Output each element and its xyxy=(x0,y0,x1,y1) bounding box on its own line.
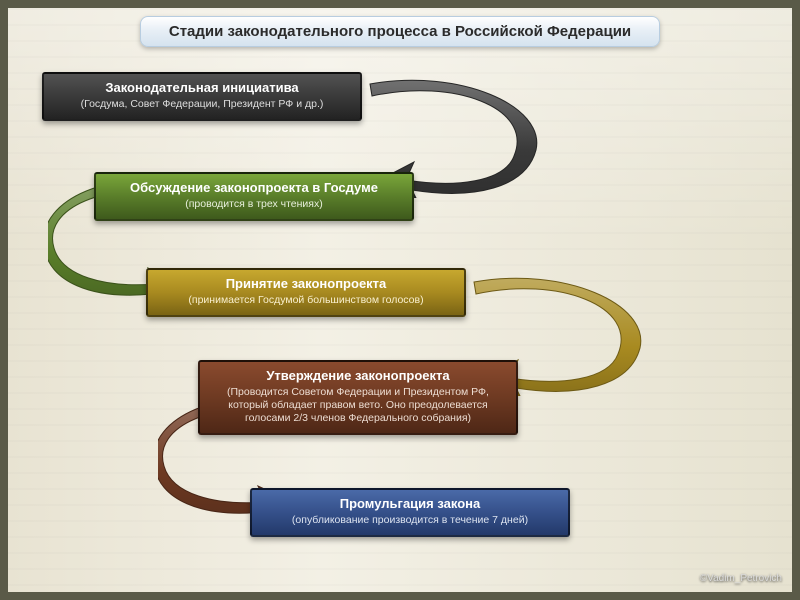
stage-1: Законодательная инициатива (Госдума, Сове… xyxy=(42,72,362,121)
stage-3-title: Принятие законопроекта xyxy=(156,276,456,291)
stage-5: Промульгация закона (опубликование произв… xyxy=(250,488,570,537)
stage-1-title: Законодательная инициатива xyxy=(52,80,352,95)
stage-2-title: Обсуждение законопроекта в Госдуме xyxy=(104,180,404,195)
title-text: Стадии законодательного процесса в Росси… xyxy=(169,23,631,40)
stage-5-title: Промульгация закона xyxy=(260,496,560,511)
slide-canvas: Стадии законодательного процесса в Росси… xyxy=(8,8,792,592)
title-bar: Стадии законодательного процесса в Росси… xyxy=(140,16,660,47)
stage-3-subtitle: (принимается Госдумой большинством голос… xyxy=(156,294,456,307)
stage-3: Принятие законопроекта (принимается Госду… xyxy=(146,268,466,317)
stage-4-title: Утверждение законопроекта xyxy=(208,368,508,383)
stage-2-subtitle: (проводится в трех чтениях) xyxy=(104,198,404,211)
credit-text: ©Vadim_Petrovich xyxy=(700,573,782,584)
stage-2: Обсуждение законопроекта в Госдуме (прово… xyxy=(94,172,414,221)
stage-1-subtitle: (Госдума, Совет Федерации, Президент РФ … xyxy=(52,98,352,111)
stage-4-subtitle: (Проводится Советом Федерации и Президен… xyxy=(208,386,508,425)
stage-4: Утверждение законопроекта (Проводится Сов… xyxy=(198,360,518,435)
outer-frame: Стадии законодательного процесса в Росси… xyxy=(0,0,800,600)
stage-5-subtitle: (опубликование производится в течение 7 … xyxy=(260,514,560,527)
